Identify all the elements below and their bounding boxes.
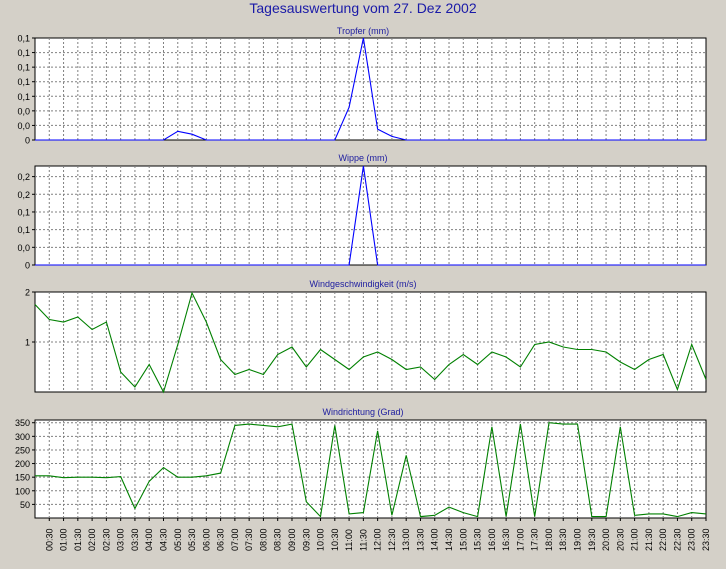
x-tick-label: 09:00: [287, 528, 297, 551]
y-tick-label: 0,1: [17, 77, 30, 87]
x-tick-label: 04:30: [158, 528, 168, 551]
x-tick-label: 12:00: [373, 528, 383, 551]
x-tick-label: 22:00: [658, 528, 668, 551]
x-tick-label: 15:00: [458, 528, 468, 551]
x-tick-label: 19:30: [587, 528, 597, 551]
series-line-1: [35, 165, 706, 266]
series-line-1: [35, 37, 706, 141]
y-tick-label: 0,1: [17, 92, 30, 102]
series-line-1: [35, 422, 707, 518]
x-tick-label: 08:30: [273, 528, 283, 551]
y-tick-label: 0,1: [17, 48, 30, 58]
y-tick-label: 50: [20, 500, 30, 510]
x-tick-label: 16:30: [501, 528, 511, 551]
panel-title: Windrichtung (Grad): [322, 407, 403, 417]
x-tick-label: 10:30: [330, 528, 340, 551]
x-tick-label: 21:00: [630, 528, 640, 551]
x-tick-label: 14:00: [430, 528, 440, 551]
y-tick-label: 200: [15, 459, 30, 469]
y-tick-label: 0,2: [17, 190, 30, 200]
panel-1: Tropfer (mm) 0 0,0 0,0 0,1 0,1 0,1 0,1 0,1: [17, 26, 707, 146]
plot-area: [34, 37, 707, 141]
y-tick-label: 350: [15, 418, 30, 428]
y-tick-label: 0,1: [17, 225, 30, 235]
x-tick-label: 17:30: [530, 528, 540, 551]
series-line-1: [34, 291, 707, 394]
x-tick-label: 18:00: [544, 528, 554, 551]
x-tick-label: 02:00: [87, 528, 97, 551]
x-tick-label: 13:30: [415, 528, 425, 551]
y-tick-label: 0,1: [17, 34, 30, 44]
y-tick-label: 250: [15, 445, 30, 455]
x-tick-label: 11:00: [344, 529, 354, 551]
x-tick-label: 05:00: [173, 528, 183, 551]
x-tick-label: 21:30: [644, 528, 654, 551]
x-tick-label: 03:00: [116, 528, 126, 551]
x-tick-label: 06:00: [201, 528, 211, 551]
y-tick-label: 0,1: [17, 207, 30, 217]
chart-main-title: Tagesauswertung vom 27. Dez 2002: [249, 0, 476, 16]
x-tick-label: 23:00: [687, 528, 697, 551]
y-tick-label: 300: [15, 432, 30, 442]
x-tick-label: 22:30: [672, 528, 682, 551]
y-tick-label: 1: [25, 338, 30, 348]
x-tick-label: 07:00: [230, 528, 240, 551]
x-tick-label: 20:30: [615, 528, 625, 551]
x-tick-label: 14:30: [444, 528, 454, 551]
y-tick-label: 100: [15, 486, 30, 496]
y-tick-label: 2: [25, 288, 30, 298]
panel-2: Wippe (mm) 0 0,0 0,1 0,1 0,2 0,2: [17, 153, 707, 271]
x-tick-label: 13:00: [401, 528, 411, 551]
x-tick-label: 18:30: [558, 528, 568, 551]
y-tick-label: 0,0: [17, 243, 30, 253]
plot-area: [34, 291, 707, 393]
x-tick-label: 03:30: [130, 528, 140, 551]
panel-title: Tropfer (mm): [337, 26, 389, 36]
x-tick-label: 01:30: [73, 528, 83, 551]
y-tick-label: 0,2: [17, 172, 30, 182]
y-tick-label: 0,1: [17, 63, 30, 73]
y-tick-label: 0: [25, 136, 30, 146]
x-tick-label: 17:00: [515, 528, 525, 551]
y-tick-label: 0: [25, 261, 30, 271]
panel-4: Windrichtung (Grad) 50 100 150 200 250 300 350: [15, 407, 707, 519]
x-tick-label: 11:30: [358, 529, 368, 551]
x-tick-label: 09:30: [301, 528, 311, 551]
x-tick-label: 15:30: [473, 528, 483, 551]
panel-title: Windgeschwindigkeit (m/s): [309, 279, 416, 289]
x-tick-label: 19:00: [573, 528, 583, 551]
x-tick-label: 23:30: [701, 528, 711, 551]
y-tick-label: 150: [15, 473, 30, 483]
x-tick-label: 01:00: [59, 528, 69, 551]
x-tick-label: 02:30: [101, 528, 111, 551]
y-tick-label: 0,0: [17, 121, 30, 131]
x-tick-label: 06:30: [216, 528, 226, 551]
x-tick-label: 16:00: [487, 528, 497, 551]
x-tick-label: 04:00: [144, 528, 154, 551]
x-tick-label: 05:30: [187, 528, 197, 551]
x-tick-label: 20:00: [601, 528, 611, 551]
x-tick-label: 07:30: [244, 528, 254, 551]
x-tick-label: 12:30: [387, 528, 397, 551]
panel-title: Wippe (mm): [339, 153, 388, 163]
x-tick-label: 08:00: [258, 528, 268, 551]
panel-3: Windgeschwindigkeit (m/s) 1 2: [25, 279, 707, 394]
x-tick-label: 00:30: [44, 528, 54, 551]
x-tick-label: 10:00: [316, 528, 326, 551]
y-tick-label: 0,0: [17, 106, 30, 116]
